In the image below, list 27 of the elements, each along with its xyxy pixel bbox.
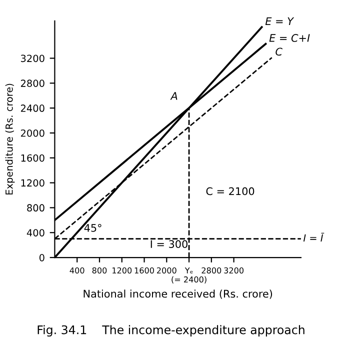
y-tick-label: 0 <box>39 254 44 262</box>
y-tick-label: 3200 <box>20 54 44 62</box>
ref-line-label: I = Ī <box>303 232 324 242</box>
text: Fig. 34.1 The income-expenditure approach <box>38 325 304 337</box>
x-tick-label: 2800 <box>202 267 222 274</box>
y-tick-label: 1600 <box>21 154 44 162</box>
annotation: 45° <box>84 224 102 232</box>
x-tick-label: 3200 <box>224 267 244 274</box>
x-axis-title: National income received (Rs. crore) <box>84 290 272 299</box>
annotation: C = 2100 <box>206 187 254 196</box>
y-tick-label: 2000 <box>20 129 44 137</box>
x-tick-label: 400 <box>70 267 84 274</box>
x-tick-label: 800 <box>92 267 107 274</box>
annotation: A <box>170 92 178 100</box>
y-tick-label: 2800 <box>20 80 44 87</box>
y-tick-label: 2400 <box>20 104 44 112</box>
y-tick-label: 800 <box>27 204 44 212</box>
x-tick-label: 1200 <box>112 267 132 274</box>
y-tick-label: 400 <box>26 229 44 236</box>
series-label: E = Y <box>265 17 294 25</box>
series-label: E = C+I <box>269 34 310 42</box>
series-label: C <box>276 48 282 56</box>
x-tick-label: 2000 <box>156 267 176 274</box>
x-tick-label: 1600 <box>134 267 154 274</box>
y-tick-label: 1200 <box>21 179 44 187</box>
y-axis-title: Expenditure (Rs. crore) <box>5 84 15 194</box>
annotation: I = 300 <box>150 240 188 248</box>
